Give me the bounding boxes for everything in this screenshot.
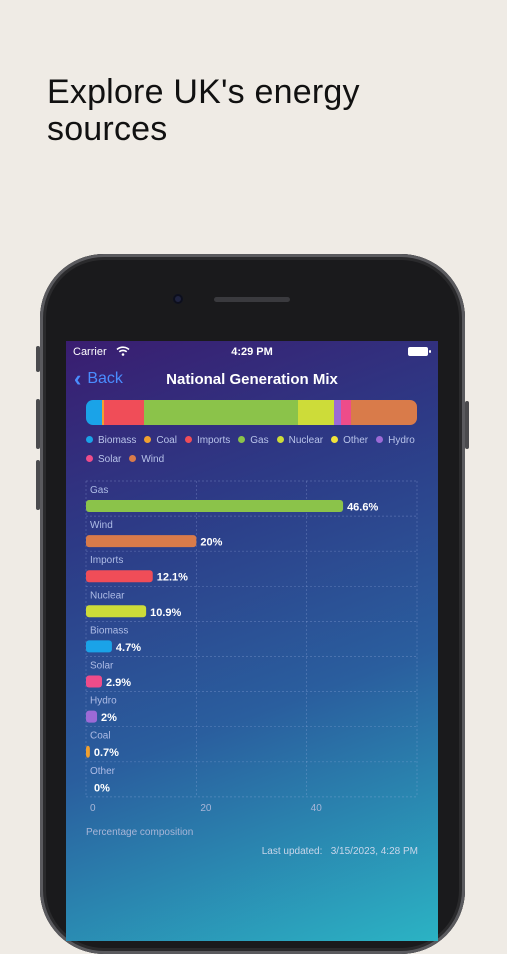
category-label-coal: Coal [90, 731, 111, 742]
category-label-biomass: Biomass [90, 625, 128, 636]
bar-nuclear [86, 605, 147, 618]
mix-segment-solar [341, 400, 351, 425]
chart-legend: Biomass Coal Imports Gas Nuclear Other Hydro So… [86, 431, 426, 469]
phone-button-volume-up [36, 399, 40, 449]
x-tick-label: 0 [90, 803, 96, 814]
legend-label: Wind [141, 454, 165, 465]
legend-dot-icon [86, 455, 93, 462]
legend-label: Nuclear [288, 435, 324, 446]
value-label-solar: 2.9% [106, 677, 131, 689]
camera-icon [173, 294, 183, 304]
mix-segment-nuclear [298, 400, 335, 425]
bar-hydro [86, 710, 98, 723]
mix-segment-biomass [86, 400, 102, 425]
chevron-left-icon: ‹ [74, 366, 82, 391]
mix-segment-wind [350, 400, 417, 425]
bar-gas [86, 500, 344, 512]
legend-item-other: Other [331, 431, 368, 450]
category-label-solar: Solar [90, 661, 114, 672]
legend-label: Coal [156, 435, 177, 446]
category-label-other: Other [90, 766, 116, 777]
legend-label: Imports [196, 435, 231, 446]
bar-coal [86, 745, 90, 758]
legend-dot-icon [238, 436, 246, 443]
category-label-gas: Gas [90, 485, 108, 496]
page-title: National Generation Mix [166, 371, 338, 388]
legend-dot-icon [86, 436, 93, 443]
legend-item-solar: Solar [86, 450, 121, 469]
navigation-bar: ‹ Back National Generation Mix [66, 366, 438, 396]
phone-frame: Carrier 4:29 PM ‹ Back National Generati… [36, 254, 469, 954]
x-tick-label: 20 [200, 803, 212, 814]
legend-item-biomass: Biomass [86, 431, 136, 450]
legend-dot-icon [276, 436, 284, 443]
category-label-hydro: Hydro [90, 696, 117, 707]
legend-label: Biomass [98, 435, 137, 446]
category-label-wind: Wind [90, 520, 113, 531]
legend-dot-icon [129, 455, 137, 462]
legend-item-coal: Coal [144, 431, 177, 450]
wifi-icon [116, 346, 130, 356]
battery-icon [408, 347, 431, 356]
generation-mix-bar [86, 400, 417, 425]
legend-item-nuclear: Nuclear [276, 431, 324, 450]
legend-item-hydro: Hydro [376, 431, 415, 450]
last-updated: Last updated: 3/15/2023, 4:28 PM [262, 846, 418, 857]
value-label-imports: 12.1% [157, 572, 188, 584]
last-updated-prefix: Last updated: [261, 846, 323, 857]
bar-imports [86, 570, 153, 583]
legend-dot-icon [376, 436, 384, 443]
value-label-wind: 20% [200, 537, 222, 549]
value-label-hydro: 2% [101, 712, 117, 724]
headline: Explore UK's energy sources [47, 73, 360, 148]
value-label-other: 0% [94, 782, 110, 794]
legend-dot-icon [144, 436, 152, 443]
category-label-imports: Imports [90, 555, 123, 566]
generation-bar-chart: Gas 46.6% Wind 20% Imports 12.1% Nuclear 10.9% B… [85, 480, 418, 814]
legend-item-wind: Wind [129, 450, 164, 469]
app-screen: Carrier 4:29 PM ‹ Back National Generati… [66, 341, 438, 941]
last-updated-value: 3/15/2023, 4:28 PM [330, 846, 418, 857]
legend-item-gas: Gas [238, 431, 269, 450]
speaker-grille [214, 297, 290, 302]
phone-button-power [465, 401, 469, 449]
legend-label: Gas [250, 435, 269, 446]
carrier-label: Carrier [73, 346, 107, 358]
legend-dot-icon [331, 436, 339, 443]
phone-button-volume-down [36, 460, 40, 510]
mix-segment-gas [143, 400, 299, 425]
mix-segment-imports [103, 400, 144, 425]
mix-segment-coal [101, 400, 104, 425]
value-label-biomass: 4.7% [116, 642, 141, 654]
value-label-nuclear: 10.9% [150, 607, 181, 619]
value-label-coal: 0.7% [94, 747, 119, 759]
phone-button-silent [36, 346, 40, 372]
legend-dot-icon [184, 436, 192, 443]
back-button[interactable]: ‹ Back [74, 366, 123, 391]
category-label-nuclear: Nuclear [90, 590, 125, 601]
status-time: 4:29 PM [231, 346, 273, 358]
legend-label: Solar [98, 454, 122, 465]
legend-label: Hydro [388, 435, 415, 446]
mix-segment-hydro [334, 400, 342, 425]
legend-label: Other [343, 435, 369, 446]
bar-wind [86, 535, 197, 548]
x-tick-label: 40 [311, 803, 323, 814]
back-label: Back [87, 370, 123, 387]
value-label-gas: 46.6% [347, 502, 378, 514]
legend-item-imports: Imports [184, 431, 231, 450]
status-bar: Carrier 4:29 PM [66, 341, 438, 363]
bar-biomass [86, 640, 112, 653]
x-axis-label: Percentage composition [86, 827, 194, 838]
bar-solar [86, 675, 102, 688]
